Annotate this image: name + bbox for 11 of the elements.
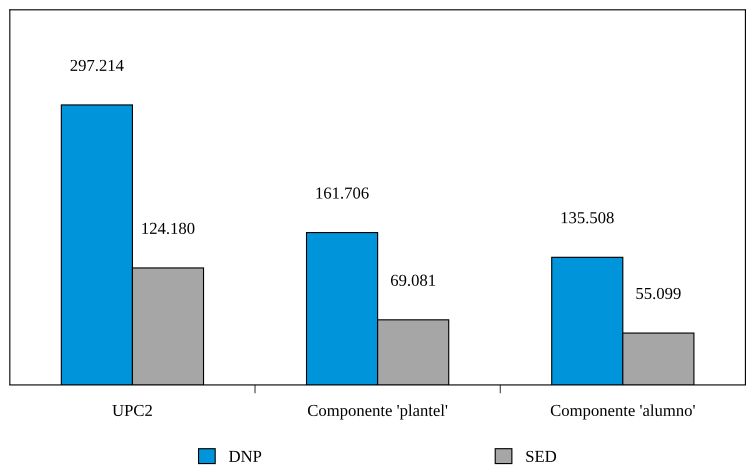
legend-label: DNP [229,450,262,462]
data-label: 124.180 [142,222,194,234]
x-tick-label: Componente 'plantel' [308,404,448,420]
data-label: 297.214 [70,60,124,72]
x-tick-label: UPC2 [112,404,152,416]
x-tick-label: Componente 'alumno' [550,404,695,420]
data-label: 135.508 [562,212,614,224]
data-label: 69.081 [390,274,436,286]
legend-label: SED [526,450,556,462]
data-label: 161.706 [316,187,369,199]
data-label: 55.099 [636,288,681,300]
